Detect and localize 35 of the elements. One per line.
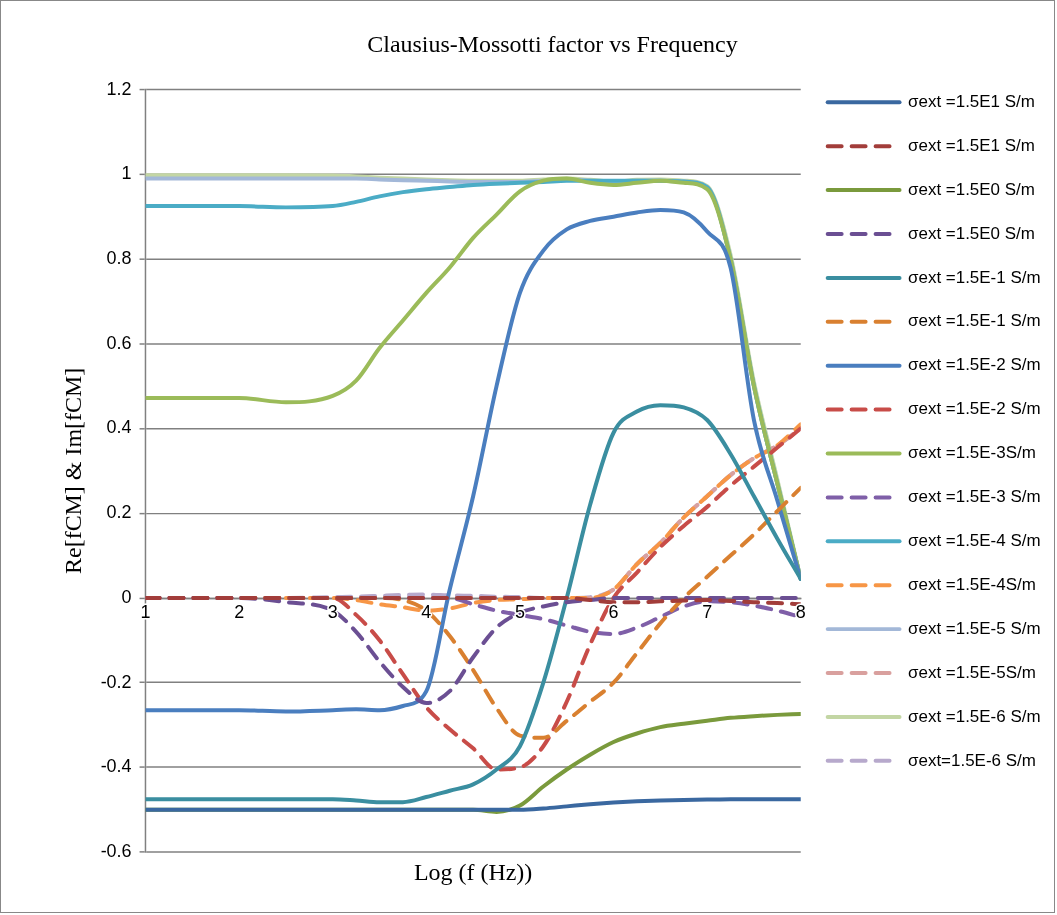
y-tick-label: -0.6 — [100, 841, 132, 862]
legend-label: σext =1.5E-1 S/m — [908, 267, 1041, 287]
y-tick-label: 1 — [121, 163, 132, 184]
legend-label: σext =1.5E-5S/m — [908, 662, 1036, 682]
x-tick-label: 3 — [327, 601, 338, 622]
x-tick-label: 7 — [702, 601, 713, 622]
legend-label: σext=1.5E-6 S/m — [908, 750, 1036, 770]
y-tick-label: 0.8 — [106, 248, 132, 269]
y-tick-label: 1.2 — [106, 78, 132, 99]
chart-title: Clausius-Mossotti factor vs Frequency — [367, 30, 738, 57]
legend-label: σext =1.5E-6 S/m — [908, 706, 1041, 726]
legend-label: σext =1.5E-3S/m — [908, 443, 1036, 463]
x-tick-label: 6 — [608, 601, 619, 622]
y-axis-title: Re[fCM] & Im[fCM] — [59, 367, 86, 574]
legend-label: σext =1.5E-2 S/m — [908, 399, 1041, 419]
legend-label: σext =1.5E-1 S/m — [908, 311, 1041, 331]
legend-label: σext =1.5E0 S/m — [908, 223, 1035, 243]
y-tick-label: 0.4 — [106, 417, 132, 438]
y-tick-label: 0.2 — [106, 502, 132, 523]
x-tick-label: 1 — [140, 601, 151, 622]
legend-label: σext =1.5E1 S/m — [908, 135, 1035, 155]
x-tick-label: 2 — [234, 601, 245, 622]
x-tick-label: 8 — [795, 601, 806, 622]
y-tick-label: -0.4 — [100, 756, 132, 777]
x-axis-title: Log (f (Hz)) — [413, 859, 533, 886]
legend-label: σext =1.5E-4S/m — [908, 574, 1036, 594]
legend-label: σext =1.5E0 S/m — [908, 179, 1035, 199]
y-tick-label: 0 — [121, 586, 132, 607]
legend-label: σext =1.5E-4 S/m — [908, 530, 1041, 550]
y-tick-label: 0.6 — [106, 332, 132, 353]
legend-label: σext =1.5E-2 S/m — [908, 355, 1041, 375]
y-tick-label: -0.2 — [100, 671, 132, 692]
legend-label: σext =1.5E-3 S/m — [908, 487, 1041, 507]
legend-label: σext =1.5E1 S/m — [908, 91, 1035, 111]
legend-label: σext =1.5E-5 S/m — [908, 618, 1041, 638]
